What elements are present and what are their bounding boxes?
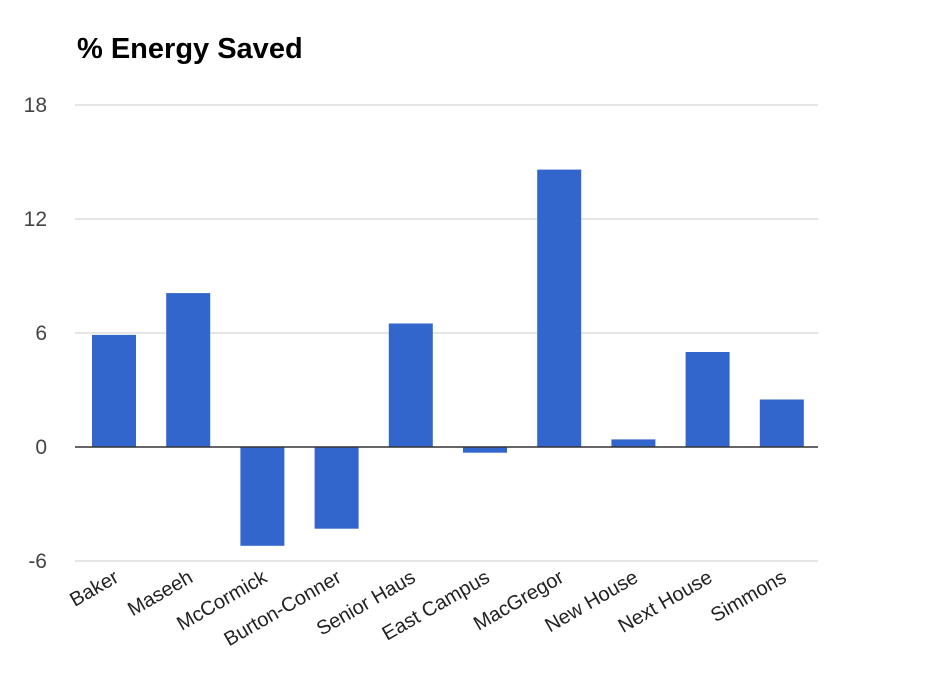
chart-title: % Energy Saved (77, 33, 303, 65)
bar-senior-haus (388, 323, 433, 447)
bar-mccormick (240, 447, 285, 546)
bar-macgregor (537, 169, 582, 447)
bar-next-house (685, 352, 730, 447)
bars (92, 169, 804, 546)
x-axis-ticks: Baker MaseehMcCormickBurton-ConnerSenior … (66, 566, 790, 651)
x-tick-label: Baker (66, 566, 123, 611)
y-axis-ticks: -6 0 6 12 18 (24, 94, 47, 573)
y-tick-label: 12 (24, 208, 47, 231)
bar-new-house (611, 439, 656, 447)
y-tick-label: 6 (35, 322, 47, 345)
bar-burton-conner (314, 447, 359, 529)
bar-simmons (759, 399, 804, 447)
bar-east-campus (463, 447, 507, 453)
y-tick-label: 18 (24, 94, 47, 117)
y-tick-label: -6 (28, 550, 47, 573)
y-tick-label: 0 (35, 436, 47, 459)
x-tick-label: Simmons (707, 566, 790, 627)
bar-maseeh (166, 293, 211, 447)
bar-baker (92, 334, 136, 447)
